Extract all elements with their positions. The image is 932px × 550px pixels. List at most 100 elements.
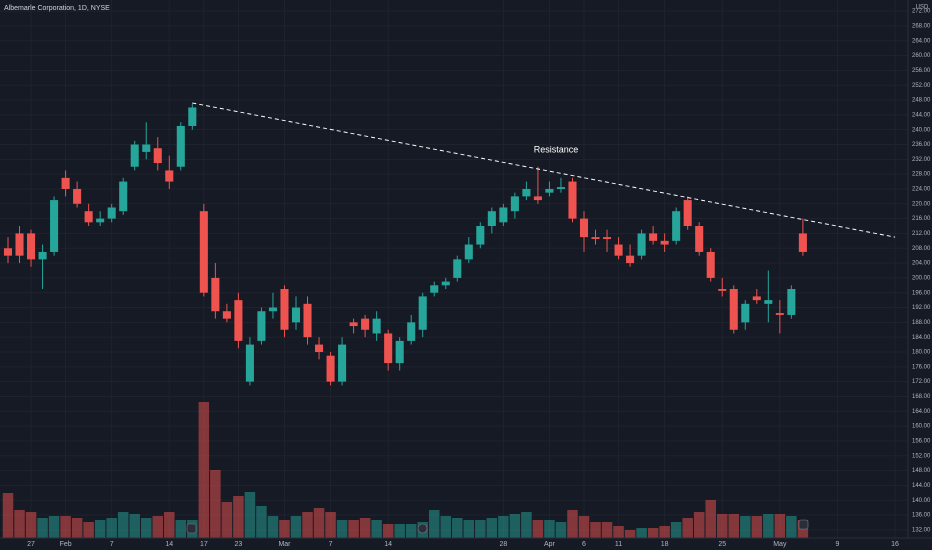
volume-bar (740, 516, 751, 538)
candle-body (430, 285, 439, 293)
volume-bar (475, 520, 486, 538)
volume-bar (302, 512, 313, 538)
volume-bar (636, 528, 647, 538)
candle-body (27, 233, 36, 260)
annotation-label: Resistance (534, 144, 579, 154)
candle-body (234, 300, 243, 341)
x-tick-label: Apr (544, 541, 556, 548)
candle-body (407, 322, 416, 341)
volume-bar (313, 508, 325, 538)
candle-body (787, 289, 796, 315)
candle-body (660, 240, 669, 245)
y-tick-label: 252.00 (912, 83, 931, 89)
y-tick-label: 160.00 (912, 424, 931, 430)
candle-body (775, 313, 784, 315)
y-tick-label: 272.00 (912, 9, 931, 15)
candle-body (361, 318, 370, 330)
candle-body (487, 211, 496, 227)
x-tick-label: 7 (329, 541, 333, 548)
candle-body (545, 188, 554, 193)
candle-body (672, 211, 681, 241)
volume-bar (509, 514, 521, 538)
y-tick-label: 180.00 (912, 350, 931, 356)
candle-body (533, 196, 542, 201)
candle-body (649, 233, 658, 241)
y-tick-label: 196.00 (912, 290, 931, 296)
y-tick-label: 232.00 (912, 157, 931, 163)
y-tick-label: 244.00 (912, 112, 931, 118)
candle-body (222, 311, 231, 319)
candle-body (556, 187, 565, 189)
candle-body (50, 200, 59, 252)
candle-body (15, 233, 24, 256)
volume-bar (578, 516, 590, 538)
volume-bar (590, 522, 601, 538)
volume-bar (728, 514, 740, 538)
candle-body (107, 207, 116, 219)
event-icon[interactable] (417, 523, 428, 534)
candle-body (165, 170, 174, 182)
volume-bar (371, 520, 382, 538)
candle-body (73, 188, 82, 204)
y-tick-label: 184.00 (912, 335, 931, 341)
volume-bar (94, 520, 106, 538)
x-tick-label: 25 (718, 541, 726, 548)
candle-body (464, 244, 473, 260)
annotation-layer: Resistance (192, 102, 896, 238)
volume-bar (521, 512, 532, 538)
volume-bar (60, 516, 71, 538)
volume-bar (567, 510, 578, 538)
y-tick-label: 164.00 (912, 409, 931, 415)
y-tick-label: 260.00 (912, 53, 931, 59)
y-tick-label: 172.00 (912, 379, 931, 385)
volume-bar (37, 518, 48, 538)
candle-body (568, 181, 577, 219)
volume-bar (647, 528, 659, 538)
x-tick-label: 17 (200, 541, 208, 548)
volume-bar (256, 506, 267, 538)
candle-body (303, 303, 312, 338)
event-icon[interactable] (798, 519, 809, 530)
y-tick-label: 240.00 (912, 127, 931, 133)
candle-body (476, 226, 485, 245)
candle-body (96, 218, 105, 223)
candle-body (395, 340, 404, 364)
candle-body (603, 237, 612, 239)
x-tick-label: 16 (891, 541, 899, 548)
y-tick-label: 208.00 (912, 246, 931, 252)
volume-bar (670, 522, 682, 538)
volume-bar (786, 516, 797, 538)
volume-bar (716, 514, 728, 538)
volume-bar (164, 512, 175, 538)
x-tick-label: 18 (661, 541, 669, 548)
candle-body (522, 188, 531, 197)
event-icon[interactable] (186, 523, 197, 534)
y-tick-label: 216.00 (912, 216, 931, 222)
candle-body (3, 248, 13, 256)
y-tick-label: 256.00 (912, 68, 931, 74)
candle-body (626, 255, 635, 264)
x-tick-label: 11 (615, 541, 622, 548)
candle-body (349, 322, 358, 327)
y-tick-label: 248.00 (912, 98, 931, 104)
candle-body (683, 200, 692, 227)
volume-bar (221, 502, 233, 538)
volume-bar (452, 518, 463, 538)
volume-bar (117, 512, 129, 538)
candle-body (130, 144, 139, 167)
candle-body (211, 277, 220, 312)
y-tick-label: 132.00 (912, 527, 931, 533)
candle-body (38, 251, 47, 260)
volume-bar (279, 520, 290, 538)
candle-body (741, 303, 750, 323)
chart-title: Albemarle Corporation, 1D, NYSE (4, 5, 110, 12)
y-tick-label: 152.00 (912, 453, 931, 459)
x-tick-label: 14 (165, 541, 173, 548)
volume-bar (48, 516, 60, 538)
y-tick-label: 156.00 (912, 439, 931, 445)
volume-bar (774, 514, 786, 538)
y-tick-label: 200.00 (912, 275, 931, 281)
x-tick-label: 23 (235, 541, 243, 548)
candle-body (291, 307, 301, 323)
